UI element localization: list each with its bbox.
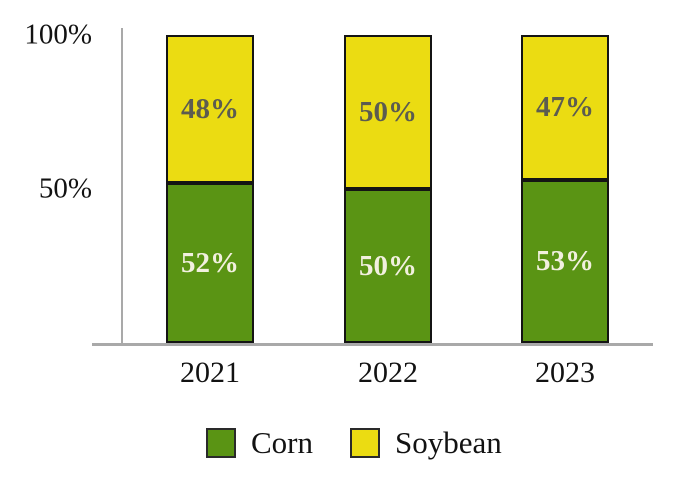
- x-axis-line: [92, 343, 653, 346]
- x-tick-label: 2023: [535, 356, 595, 389]
- x-tick-label: 2021: [180, 356, 240, 389]
- segment-value-label: 48%: [181, 92, 239, 125]
- x-tick-label: 2022: [358, 356, 418, 389]
- legend-item-soybean: Soybean: [350, 425, 502, 460]
- soybean-segment: 48%: [166, 35, 254, 183]
- segment-value-label: 47%: [536, 91, 594, 123]
- legend-swatch: [350, 428, 380, 458]
- soybean-segment: 47%: [521, 35, 609, 180]
- legend-label: Soybean: [395, 425, 502, 460]
- segment-value-label: 52%: [181, 246, 239, 279]
- y-tick-label: 100%: [24, 18, 92, 51]
- corn-segment: 52%: [166, 183, 254, 343]
- segment-value-label: 53%: [536, 245, 594, 277]
- legend-item-corn: Corn: [206, 425, 313, 460]
- segment-value-label: 50%: [359, 95, 417, 128]
- legend-swatch: [206, 428, 236, 458]
- corn-segment: 50%: [344, 189, 432, 343]
- stacked-bar: 50% 50%: [344, 35, 432, 343]
- y-axis-line: [121, 28, 123, 345]
- y-tick-label: 50%: [38, 172, 92, 205]
- legend-label: Corn: [251, 425, 313, 460]
- corn-segment: 53%: [521, 180, 609, 343]
- stacked-bar: 47% 53%: [521, 35, 609, 343]
- segment-value-label: 50%: [359, 249, 417, 282]
- stacked-bar: 48% 52%: [166, 35, 254, 343]
- soybean-segment: 50%: [344, 35, 432, 189]
